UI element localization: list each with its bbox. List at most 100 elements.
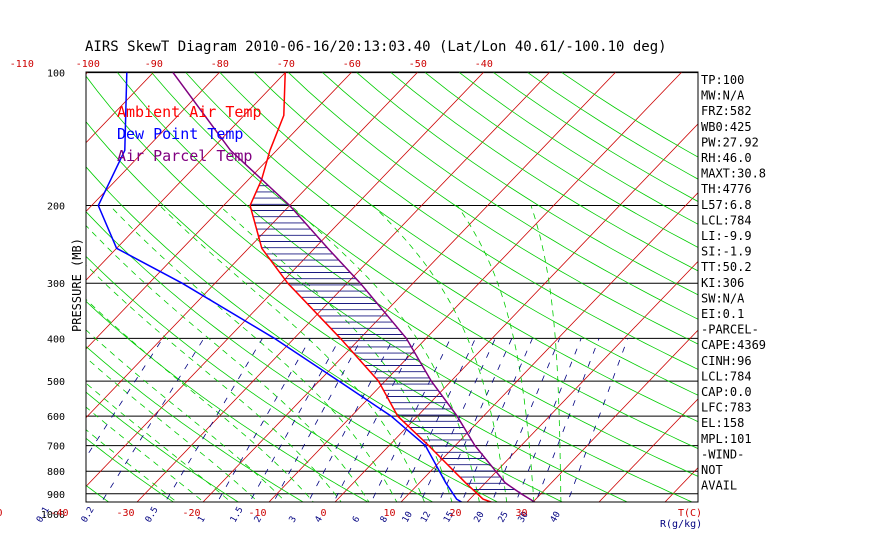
index-value: MW:N/A (701, 89, 745, 103)
top-temp-tick-label: -80 (211, 59, 229, 70)
pressure-tick-label: 800 (47, 467, 65, 478)
mixing-ratio-line (164, 338, 263, 502)
index-value: WB0:425 (701, 120, 752, 134)
top-temp-tick-label: -70 (277, 59, 295, 70)
dry-adiabat-line (219, 72, 698, 396)
top-temp-tick-label: -60 (343, 59, 361, 70)
pressure-tick-label: 1000 (41, 510, 65, 521)
plot-frame (85, 71, 699, 503)
series-line-air-parcel-temp (172, 72, 537, 502)
bottom-temp-tick-label: 0 (320, 508, 326, 519)
moist-adiabat-line (530, 205, 562, 502)
dry-adiabat-line (322, 72, 698, 320)
mixing-ratio-label: 0.5 (144, 505, 161, 524)
isotherm-line (268, 72, 683, 502)
mixing-ratio-line (567, 338, 629, 502)
mixing-ratio-unit: R(g/kg) (660, 519, 702, 530)
moist-adiabat-line (86, 264, 342, 502)
moist-adiabat-line (159, 205, 425, 502)
isotherm-line (0, 72, 22, 502)
bottom-temp-tick-label: -20 (182, 508, 200, 519)
index-value: SW:N/A (701, 291, 745, 305)
pressure-tick-label: 900 (47, 490, 65, 501)
mixing-ratio-label: 10 (401, 510, 415, 524)
index-value: L57:6.8 (701, 198, 752, 212)
mixing-ratio-line (101, 338, 205, 502)
dry-adiabat-line (86, 484, 110, 502)
index-value: NOT (701, 463, 723, 477)
index-value: CAPE:4369 (701, 338, 766, 352)
index-value: TP:100 (701, 73, 744, 87)
mixing-ratio-label: 30 (517, 510, 531, 524)
mixing-ratio-line (370, 338, 451, 502)
top-temp-tick-label: -110 (10, 59, 34, 70)
dry-adiabat-line (356, 72, 698, 296)
isotherm-line (86, 72, 287, 281)
mixing-ratio-line (420, 338, 496, 502)
pressure-tick-label: 400 (47, 334, 65, 345)
mixing-ratio-label: 12 (419, 510, 433, 524)
chart-title: AIRS SkewT Diagram 2010-06-16/20:13:03.4… (85, 39, 667, 55)
dry-adiabat-line (459, 72, 698, 225)
isotherm-line (664, 467, 698, 502)
dry-adiabat-line (86, 121, 629, 502)
moist-adiabat-line (290, 205, 480, 502)
bottom-temp-tick-label: 20 (449, 508, 461, 519)
legend-label: Dew Point Temp (117, 125, 243, 143)
bottom-temp-tick-label: -50 (0, 508, 3, 519)
legend-label: Ambient Air Temp (117, 103, 262, 121)
index-value: CINH:96 (701, 354, 752, 368)
moist-adiabat-line (219, 205, 453, 502)
mixing-ratio-label: 8 (379, 515, 390, 525)
series-line-dew-point-temp (97, 72, 463, 502)
isotherm-line (532, 329, 698, 502)
pressure-tick-label: 700 (47, 442, 65, 453)
moist-adiabat-line (86, 298, 314, 502)
y-axis-label: PRESSURE (MB) (70, 238, 84, 332)
index-value: LFC:783 (701, 401, 752, 415)
index-value: LI:-9.9 (701, 229, 752, 243)
legend: Ambient Air Temp Dew Point Temp Air Parcel… (117, 103, 262, 165)
index-value: TH:4776 (701, 182, 752, 196)
dry-adiabat-line (86, 391, 240, 502)
dry-adiabat-line (151, 72, 698, 450)
isotherm-line (86, 72, 221, 212)
index-value: PW:27.92 (701, 135, 759, 149)
sounding-lines (97, 72, 537, 502)
moist-adiabat-line (86, 329, 287, 502)
dry-adiabat-line (527, 72, 698, 180)
x-axis-label: T(C) (678, 508, 702, 519)
pressure-tick-label: 600 (47, 412, 65, 423)
pressure-tick-label: 300 (47, 279, 65, 290)
mixing-ratio-line (438, 338, 513, 502)
index-value: FRZ:582 (701, 104, 752, 118)
index-value: -PARCEL- (701, 323, 759, 337)
bottom-temp-tick-label: -30 (116, 508, 134, 519)
mixing-ratio-label: 1.5 (229, 505, 246, 524)
moist-adiabat-line (372, 205, 508, 502)
dry-adiabat-line (86, 300, 369, 502)
mixing-ratio-line (86, 338, 164, 458)
isotherm-line (400, 192, 698, 502)
isotherm-line (86, 72, 419, 419)
dry-adiabat-line (86, 75, 694, 502)
mixing-ratio-label: 6 (351, 515, 362, 525)
top-temp-tick-label: -90 (145, 59, 163, 70)
moist-adiabat-line (86, 429, 178, 502)
index-value: -WIND- (701, 447, 744, 461)
pressure-tick-label: 200 (47, 201, 65, 212)
index-value: AVAIL (701, 479, 737, 493)
mixing-ratio-label: 2 (253, 515, 264, 525)
mixing-ratio-line (333, 338, 417, 502)
index-value: EL:158 (701, 416, 744, 430)
dry-adiabat-line (424, 72, 698, 248)
bottom-temp-tick-label: 30 (515, 508, 527, 519)
top-temp-tick-label: -100 (76, 59, 100, 70)
dry-adiabat-line (185, 72, 698, 423)
dry-adiabat-line (254, 72, 698, 370)
isotherm-line (202, 72, 617, 502)
mixing-ratio-label: 40 (549, 510, 563, 524)
index-value: EI:0.1 (701, 307, 744, 321)
isotherm-line (598, 398, 698, 502)
